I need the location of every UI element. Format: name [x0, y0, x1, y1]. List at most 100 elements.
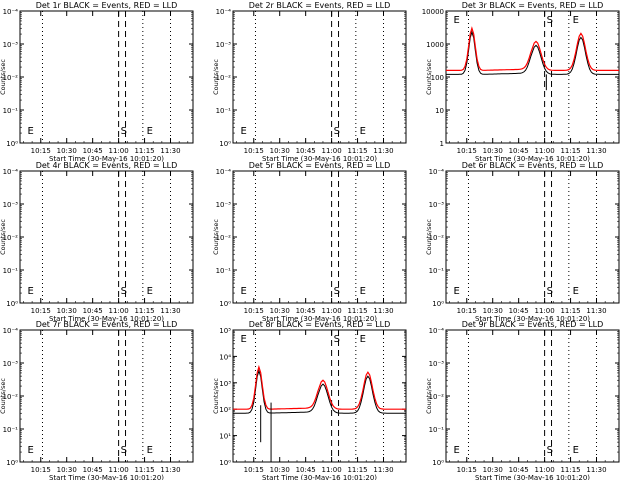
y-axis-label: Counts/sec	[425, 378, 433, 414]
x-tick-label: 11:15	[560, 307, 580, 315]
y-tick-label: 10⁻³	[3, 201, 19, 209]
x-tick-label: 10:15	[457, 307, 477, 315]
x-tick-label: 10:15	[244, 307, 264, 315]
y-tick-label: 10⁰	[6, 140, 18, 148]
panel-title: Det 3r BLACK = Events, RED = LLD	[462, 1, 604, 10]
x-axis-label: Start Time (30-May-16 10:01:20)	[49, 315, 164, 323]
event-marker: E	[360, 126, 366, 137]
panel-title: Det 4r BLACK = Events, RED = LLD	[36, 161, 178, 170]
lld-series-line	[446, 26, 619, 72]
x-tick-label: 10:15	[244, 466, 264, 474]
x-tick-label: 11:00	[109, 147, 129, 155]
event-marker: S	[334, 334, 340, 345]
y-tick-label: 10000	[422, 8, 444, 16]
plot-frame	[445, 170, 620, 304]
panel-det-2r: Det 2r BLACK = Events, RED = LLD 10⁰ 10⁻¹ 1…	[212, 1, 407, 163]
x-tick-label: 11:00	[109, 307, 129, 315]
plot-frame	[19, 329, 194, 463]
y-tick-label: 10⁻¹	[216, 107, 232, 115]
x-tick-label: 10:30	[270, 466, 290, 474]
panel-det-8r: Det 8r BLACK = Events, RED = LLD 10⁰ 10¹ 10…	[212, 320, 407, 480]
x-tick-label: 10:45	[509, 466, 529, 474]
y-tick-label: 10⁻¹	[429, 267, 445, 275]
event-marker: E	[573, 445, 579, 456]
event-marker: E	[360, 334, 366, 345]
x-axis-label: Start Time (30-May-16 10:01:20)	[475, 155, 590, 163]
x-tick-label: 11:15	[560, 147, 580, 155]
x-tick-label: 11:15	[347, 466, 367, 474]
x-tick-label: 10:15	[244, 147, 264, 155]
x-tick-label: 10:30	[270, 307, 290, 315]
x-tick-label: 11:00	[535, 307, 555, 315]
x-tick-label: 10:45	[83, 307, 103, 315]
y-tick-label: 10⁻²	[429, 234, 445, 242]
x-tick-label: 10:30	[57, 147, 77, 155]
y-tick-label: 10⁻⁴	[3, 168, 19, 176]
event-marker: E	[147, 126, 153, 137]
panel-title: Det 7r BLACK = Events, RED = LLD	[36, 320, 178, 329]
event-marker: E	[147, 445, 153, 456]
event-marker: S	[334, 126, 340, 137]
y-axis-label: Counts/sec	[0, 59, 7, 95]
y-tick-label: 10⁰	[219, 140, 231, 148]
y-tick-label: 10⁴	[219, 353, 231, 361]
x-tick-label: 10:30	[57, 466, 77, 474]
x-tick-label: 10:30	[483, 466, 503, 474]
plot-frame	[232, 10, 407, 144]
y-tick-label: 10⁻²	[429, 393, 445, 401]
y-axis-label: Counts/sec	[425, 219, 433, 255]
x-tick-label: 11:00	[322, 307, 342, 315]
panel-title: Det 1r BLACK = Events, RED = LLD	[36, 1, 178, 10]
x-tick-label: 10:45	[296, 466, 316, 474]
events-series-line	[233, 369, 406, 414]
x-tick-label: 10:45	[509, 147, 529, 155]
panel-title: Det 5r BLACK = Events, RED = LLD	[249, 161, 391, 170]
panel-det-1r: Det 1r BLACK = Events, RED = LLD 10⁰ 10⁻¹ 1…	[0, 1, 194, 163]
x-tick-label: 10:15	[31, 307, 51, 315]
x-tick-label: 10:15	[457, 466, 477, 474]
x-tick-label: 11:30	[373, 147, 393, 155]
x-tick-label: 10:45	[509, 307, 529, 315]
plot-frame	[232, 329, 407, 463]
y-tick-label: 10⁻³	[3, 360, 19, 368]
y-tick-label: 10⁻²	[216, 234, 232, 242]
event-marker: S	[547, 445, 553, 456]
y-tick-label: 10⁰	[219, 459, 231, 467]
panel-det-3r: Det 3r BLACK = Events, RED = LLD 1 10 100 10…	[422, 1, 620, 163]
event-marker: S	[121, 286, 127, 297]
y-tick-label: 1000	[426, 41, 444, 49]
y-tick-label: 10⁰	[432, 459, 444, 467]
x-tick-label: 11:30	[160, 147, 180, 155]
y-tick-label: 10⁻⁴	[3, 327, 19, 335]
plot-frame	[19, 170, 194, 304]
event-marker: S	[334, 286, 340, 297]
y-tick-label: 10⁻¹	[3, 107, 19, 115]
event-marker: E	[573, 15, 579, 26]
x-tick-label: 11:15	[347, 147, 367, 155]
y-tick-label: 10⁻¹	[3, 267, 19, 275]
event-marker: E	[453, 445, 459, 456]
x-tick-label: 10:30	[57, 307, 77, 315]
y-axis-label: Counts/sec	[212, 59, 220, 95]
x-tick-label: 11:15	[347, 307, 367, 315]
x-tick-label: 10:45	[83, 466, 103, 474]
plot-frame	[19, 10, 194, 144]
plot-frame	[232, 170, 407, 304]
y-tick-label: 10⁻³	[216, 201, 232, 209]
panel-title: Det 2r BLACK = Events, RED = LLD	[249, 1, 391, 10]
x-tick-label: 10:45	[83, 147, 103, 155]
y-tick-label: 10⁻¹	[3, 426, 19, 434]
x-tick-label: 11:00	[535, 466, 555, 474]
x-tick-label: 11:30	[586, 147, 606, 155]
x-tick-label: 11:30	[586, 466, 606, 474]
x-axis-label: Start Time (30-May-16 10:01:20)	[262, 315, 377, 323]
x-axis-label: Start Time (30-May-16 10:01:20)	[475, 315, 590, 323]
event-marker: E	[240, 126, 246, 137]
panel-det-4r: Det 4r BLACK = Events, RED = LLD 10⁰ 10⁻¹ 1…	[0, 161, 194, 323]
event-marker: E	[360, 286, 366, 297]
event-marker: S	[121, 126, 127, 137]
y-tick-label: 10⁰	[219, 300, 231, 308]
panel-det-9r: Det 9r BLACK = Events, RED = LLD 10⁰ 10⁻¹ 1…	[425, 320, 620, 480]
x-tick-label: 10:30	[483, 147, 503, 155]
